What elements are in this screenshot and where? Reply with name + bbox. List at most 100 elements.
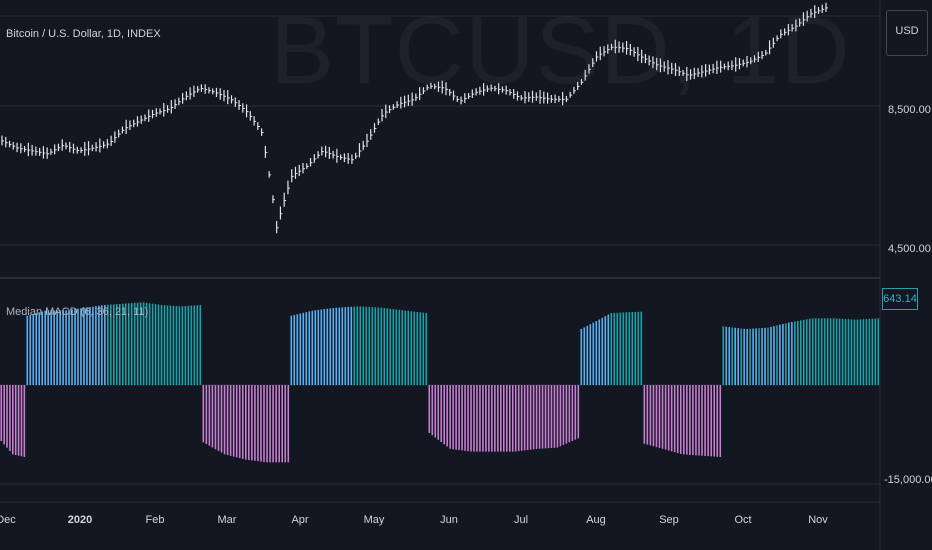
histogram-bar — [377, 307, 380, 385]
histogram-bar — [65, 310, 67, 385]
histogram-bar — [652, 385, 655, 447]
histogram-bar — [523, 385, 526, 451]
histogram-bar — [148, 303, 151, 385]
histogram-bar — [755, 328, 757, 385]
histogram-bar — [695, 385, 697, 456]
histogram-bar — [329, 308, 332, 385]
histogram-bar — [401, 310, 404, 385]
histogram-bar — [637, 311, 640, 385]
histogram-bar — [428, 385, 431, 433]
histogram-bar — [241, 385, 244, 459]
histogram-bar — [752, 328, 754, 385]
histogram-bar — [661, 385, 664, 449]
histogram-bar — [625, 312, 628, 385]
histogram-bar — [586, 325, 589, 385]
histogram-bar — [574, 385, 577, 440]
time-tick-label: 2020 — [67, 514, 93, 526]
histogram-bar — [353, 306, 356, 385]
histogram-bar — [847, 319, 850, 385]
histogram-bar — [529, 385, 532, 450]
histogram-bar — [248, 385, 250, 461]
histogram-bar — [497, 385, 499, 452]
histogram-bar — [776, 325, 778, 385]
histogram-bar — [802, 319, 805, 385]
histogram-bar — [692, 385, 694, 456]
histogram-bar — [287, 385, 290, 463]
histogram-bar — [785, 323, 787, 385]
histogram-bar — [559, 385, 562, 447]
indicator-tick-label: -15,000.00 — [884, 474, 932, 486]
histogram-bar — [208, 385, 211, 446]
time-tick-label: Nov — [808, 514, 828, 526]
histogram-bar — [749, 328, 751, 385]
currency-label: USD — [895, 25, 919, 37]
histogram-bar — [844, 319, 847, 385]
histogram-bar — [673, 385, 676, 453]
histogram-bar — [619, 312, 622, 385]
histogram-bar — [868, 318, 871, 385]
time-tick-label: Feb — [145, 514, 165, 526]
histogram-bar — [862, 319, 865, 385]
histogram-bar — [473, 385, 475, 452]
histogram-bar — [658, 385, 661, 448]
histogram-bar — [395, 309, 398, 385]
histogram-bar — [290, 315, 293, 385]
histogram-bar — [160, 304, 163, 385]
histogram-bar — [263, 385, 265, 462]
histogram-bar — [488, 385, 490, 452]
histogram-bar — [190, 305, 193, 385]
histogram-bar — [404, 310, 407, 385]
histogram-bar — [568, 385, 571, 443]
histogram-bar — [311, 310, 314, 385]
histogram-bar — [856, 319, 859, 385]
histogram-bar — [124, 303, 127, 385]
histogram-bar — [12, 385, 14, 455]
histogram-bar — [722, 326, 725, 385]
histogram-bar — [791, 321, 793, 385]
histogram-bar — [50, 310, 52, 385]
histogram-bar — [859, 319, 862, 385]
histogram-bar — [260, 385, 262, 462]
histogram-bar — [359, 306, 362, 385]
histogram-bar — [667, 385, 670, 451]
histogram-bar — [628, 312, 631, 385]
histogram-bar — [871, 318, 874, 385]
currency-button[interactable]: USD — [886, 10, 928, 56]
histogram-bar — [595, 321, 598, 385]
histogram-bar — [532, 385, 535, 450]
histogram-bar — [820, 318, 823, 385]
macd-histogram — [0, 302, 880, 463]
histogram-bar — [571, 385, 574, 441]
histogram-bar — [613, 312, 616, 385]
histogram-bar — [83, 307, 85, 385]
histogram-bar — [631, 312, 634, 385]
histogram-bar — [413, 311, 416, 385]
histogram-bar — [172, 305, 175, 385]
histogram-bar — [17, 385, 20, 456]
histogram-bar — [272, 385, 274, 463]
histogram-bar — [344, 307, 347, 385]
histogram-bar — [323, 309, 326, 385]
histogram-bar — [257, 385, 259, 462]
ticker-title[interactable]: Bitcoin / U.S. Dollar, 1D, INDEX — [6, 28, 161, 40]
histogram-bar — [610, 313, 613, 385]
histogram-bar — [118, 303, 121, 385]
histogram-bar — [770, 326, 772, 385]
indicator-title[interactable]: Median MACD (6, 36, 21, 11) — [6, 306, 149, 318]
symbol-watermark: BTCUSD, 1D — [270, 0, 851, 104]
histogram-bar — [547, 385, 550, 449]
price-tick-label: 8,500.00 — [888, 104, 931, 116]
histogram-bar — [437, 385, 440, 440]
histogram-bar — [110, 304, 112, 385]
histogram-bar — [101, 305, 103, 385]
histogram-bar — [107, 304, 109, 385]
histogram-bar — [634, 311, 637, 385]
histogram-bar — [62, 310, 64, 385]
histogram-bar — [9, 385, 11, 451]
histogram-bar — [485, 385, 487, 452]
histogram-bar — [707, 385, 709, 457]
histogram-bar — [556, 385, 559, 448]
histogram-bar — [278, 385, 280, 463]
histogram-bar — [56, 310, 58, 385]
